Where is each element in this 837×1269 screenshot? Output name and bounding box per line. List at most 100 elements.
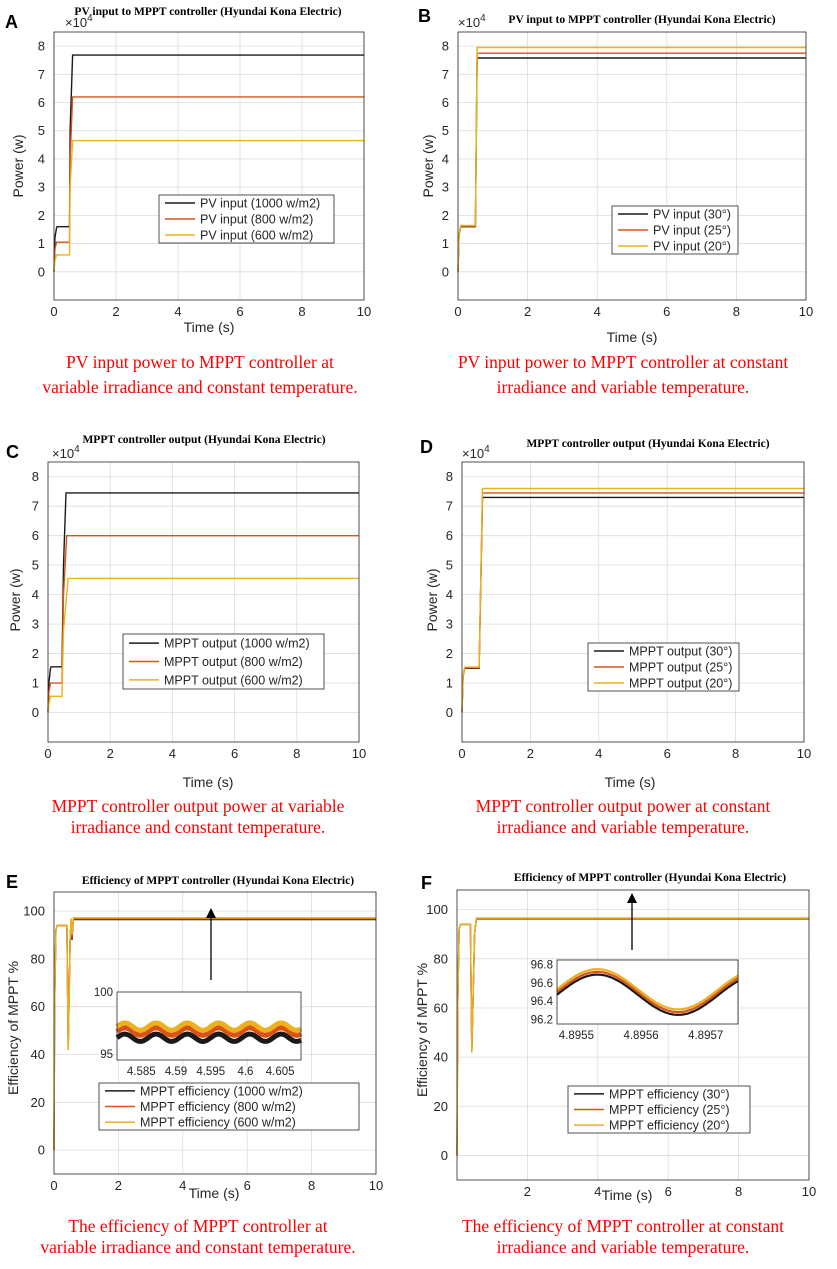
y-tick-label: 5: [38, 123, 45, 138]
legend-entry-2: MPPT output (800 w/m2): [164, 655, 303, 669]
y-tick-label: 1: [32, 676, 39, 691]
x-tick-label: 10: [799, 304, 813, 319]
inset-y-tick-label: 96.4: [531, 996, 554, 1008]
inset-x-tick-label: 4.59: [165, 1066, 187, 1078]
x-axis-label: Time (s): [183, 774, 234, 790]
x-axis-label: Time (s): [607, 329, 658, 345]
x-tick-label: 6: [664, 746, 671, 761]
legend: MPPT efficiency (1000 w/m2) MPPT efficien…: [98, 1082, 360, 1131]
x-tick-label: 10: [369, 1178, 383, 1193]
legend-entry-2: PV input (25°): [653, 224, 731, 238]
y-tick-label: 20: [434, 1099, 448, 1114]
x-tick-label: 10: [797, 746, 811, 761]
legend-entry-3: MPPT efficiency (20°): [609, 1119, 730, 1133]
y-tick-label: 1: [38, 236, 45, 251]
series-line-3: [53, 139, 364, 272]
y-tick-label: 5: [32, 558, 39, 573]
panel-caption-a: PV input power to MPPT controller at vari…: [42, 352, 357, 397]
caption-line-2: irradiance and variable temperature.: [497, 1237, 750, 1257]
y-axis-label: Power (w): [7, 568, 23, 631]
series-line-1: [47, 492, 359, 713]
x-tick-label: 4: [594, 1184, 601, 1199]
y-tick-label: 7: [442, 67, 449, 82]
y-axis-label: Power (w): [424, 568, 440, 631]
series-line-2: [53, 96, 364, 272]
legend-entry-3: MPPT efficiency (600 w/m2): [140, 1116, 296, 1130]
y-tick-label: 0: [38, 1143, 45, 1158]
panel-caption-b: PV input power to MPPT controller at con…: [458, 352, 789, 397]
x-tick-label: 8: [308, 1178, 315, 1193]
inset-x-tick-label: 4.8956: [623, 1030, 658, 1042]
caption-line-1: MPPT controller output power at variable: [52, 796, 345, 816]
y-tick-label: 6: [32, 528, 39, 543]
legend-entry-2: PV input (800 w/m2): [200, 213, 313, 227]
x-tick-label: 6: [663, 304, 670, 319]
panel-caption-c: MPPT controller output power at variable…: [52, 796, 345, 837]
y-tick-label: 2: [32, 646, 39, 661]
y-tick-label: 100: [426, 902, 448, 917]
y-tick-label: 4: [32, 587, 39, 602]
x-tick-label: 0: [50, 304, 57, 319]
chart-title: PV input to MPPT controller (Hyundai Kon…: [508, 14, 775, 26]
y-tick-label: 0: [38, 264, 45, 279]
inset-frame: [556, 959, 739, 1025]
y-tick-label: 1: [446, 676, 453, 691]
panel-caption-f: The efficiency of MPPT controller at con…: [462, 1216, 784, 1257]
caption-line-1: PV input power to MPPT controller at: [66, 352, 334, 372]
chart-title: MPPT controller output (Hyundai Kona Ele…: [82, 434, 325, 446]
series-line-3: [456, 917, 809, 1156]
legend-entry-2: MPPT efficiency (800 w/m2): [140, 1100, 296, 1114]
x-tick-label: 4: [594, 304, 601, 319]
inset-series-1: [556, 973, 739, 1017]
inset-x-tick-label: 4.585: [127, 1066, 156, 1078]
inset-x-tick-label: 4.605: [266, 1066, 295, 1078]
inset-x-tick-label: 4.8957: [688, 1030, 723, 1042]
y-tick-label: 0: [446, 705, 453, 720]
y-tick-label: 6: [446, 528, 453, 543]
y-tick-label: 7: [38, 67, 45, 82]
axis-exponent: ×104: [458, 13, 486, 30]
x-axis-label: Time (s): [605, 774, 656, 790]
y-tick-label: 0: [442, 264, 449, 279]
y-tick-label: 4: [442, 151, 449, 166]
x-tick-label: 2: [527, 746, 534, 761]
x-tick-label: 10: [357, 304, 371, 319]
legend: PV input (30°) PV input (25°) PV input (20…: [611, 205, 739, 255]
x-tick-label: 0: [454, 304, 461, 319]
panel-label: A: [5, 12, 18, 32]
y-tick-label: 2: [442, 208, 449, 223]
x-tick-label: 8: [733, 304, 740, 319]
x-tick-label: 6: [244, 1178, 251, 1193]
legend: MPPT output (1000 w/m2) MPPT output (800 …: [122, 633, 325, 690]
inset-arrow-head: [206, 908, 216, 918]
series-line-3: [53, 917, 376, 1151]
legend-entry-3: MPPT output (600 w/m2): [164, 673, 303, 687]
chart-title: Efficiency of MPPT controller (Hyundai K…: [514, 872, 786, 884]
panel-label: C: [6, 442, 19, 462]
inset-y-tick-label: 100: [94, 987, 113, 999]
x-tick-label: 4: [179, 1178, 186, 1193]
series-line-3: [457, 46, 806, 272]
y-axis-label: Power (w): [10, 134, 26, 197]
y-tick-label: 80: [31, 951, 45, 966]
caption-line-1: PV input power to MPPT controller at con…: [458, 352, 789, 372]
y-tick-label: 6: [38, 95, 45, 110]
axis-exponent: ×104: [65, 13, 93, 30]
y-tick-label: 7: [32, 499, 39, 514]
panel-label: B: [418, 6, 431, 26]
y-tick-label: 8: [446, 469, 453, 484]
caption-line-1: The efficiency of MPPT controller at: [68, 1216, 327, 1236]
caption-line-2: variable irradiance and constant tempera…: [42, 377, 357, 397]
legend-entry-2: MPPT efficiency (25°): [609, 1103, 730, 1117]
inset-series-2: [115, 1025, 303, 1038]
legend-box: [98, 1082, 360, 1131]
x-tick-label: 8: [298, 304, 305, 319]
legend-entry-1: PV input (1000 w/m2): [200, 197, 320, 211]
panel-caption-d: MPPT controller output power at constant…: [476, 796, 771, 837]
series-line-2: [47, 535, 359, 713]
inset-y-tick-label: 96.6: [531, 978, 553, 990]
y-tick-label: 40: [434, 1050, 448, 1065]
plot-area: [48, 462, 359, 742]
x-tick-label: 8: [735, 1184, 742, 1199]
